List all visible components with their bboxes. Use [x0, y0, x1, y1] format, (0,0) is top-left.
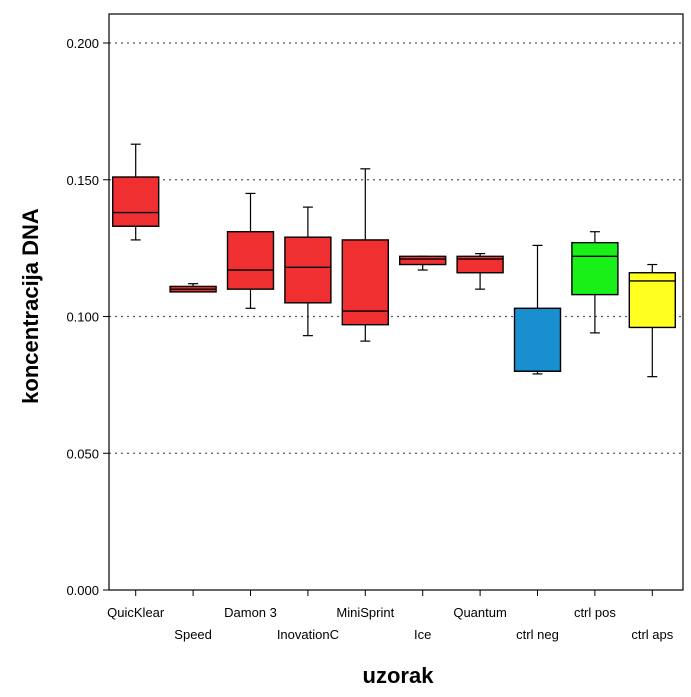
box-body	[226, 231, 275, 290]
y-tick-label: 0.000	[66, 583, 99, 598]
y-tick-label: 0.200	[66, 36, 99, 51]
box-damon-3	[226, 192, 275, 309]
y-tick-label: 0.150	[66, 173, 99, 188]
x-tick-label: Ice	[414, 627, 431, 642]
x-tick-label: ctrl neg	[516, 627, 559, 642]
box-inovationc	[284, 206, 332, 337]
box-body	[628, 272, 676, 329]
x-tick-label: QuicKlear	[107, 605, 165, 620]
y-tick-label: 0.100	[66, 310, 99, 325]
box-layer	[111, 143, 676, 378]
box-body	[456, 255, 504, 274]
plot-frame	[108, 13, 684, 591]
y-axis-ticks: 0.000 0.050 0.100 0.150 0.200	[66, 36, 109, 598]
x-tick-label: ctrl aps	[631, 627, 673, 642]
x-tick-label: Speed	[174, 627, 212, 642]
x-tick-label: MiniSprint	[336, 605, 394, 620]
x-tick-label: InovationC	[277, 627, 339, 642]
box-body	[284, 236, 332, 304]
box-ctrl-pos	[571, 231, 619, 334]
box-ice	[399, 255, 447, 271]
box-body	[111, 176, 160, 227]
box-quantum	[456, 252, 504, 290]
x-axis-title: uzorak	[363, 663, 435, 688]
box-body	[399, 255, 447, 266]
x-tick-label: ctrl pos	[574, 605, 616, 620]
box-ctrl-aps	[628, 263, 676, 378]
box-body	[513, 307, 562, 372]
x-tick-label: Damon 3	[224, 605, 277, 620]
box-body	[571, 241, 619, 296]
x-tick-label: Quantum	[453, 605, 506, 620]
box-quicklear	[111, 143, 160, 241]
box-minisprint	[341, 168, 389, 342]
box-speed	[169, 283, 217, 293]
y-tick-label: 0.050	[66, 446, 99, 461]
box-body	[341, 239, 389, 326]
y-axis-title: koncentracija DNA	[18, 208, 43, 404]
box-ctrl-neg	[513, 244, 562, 375]
